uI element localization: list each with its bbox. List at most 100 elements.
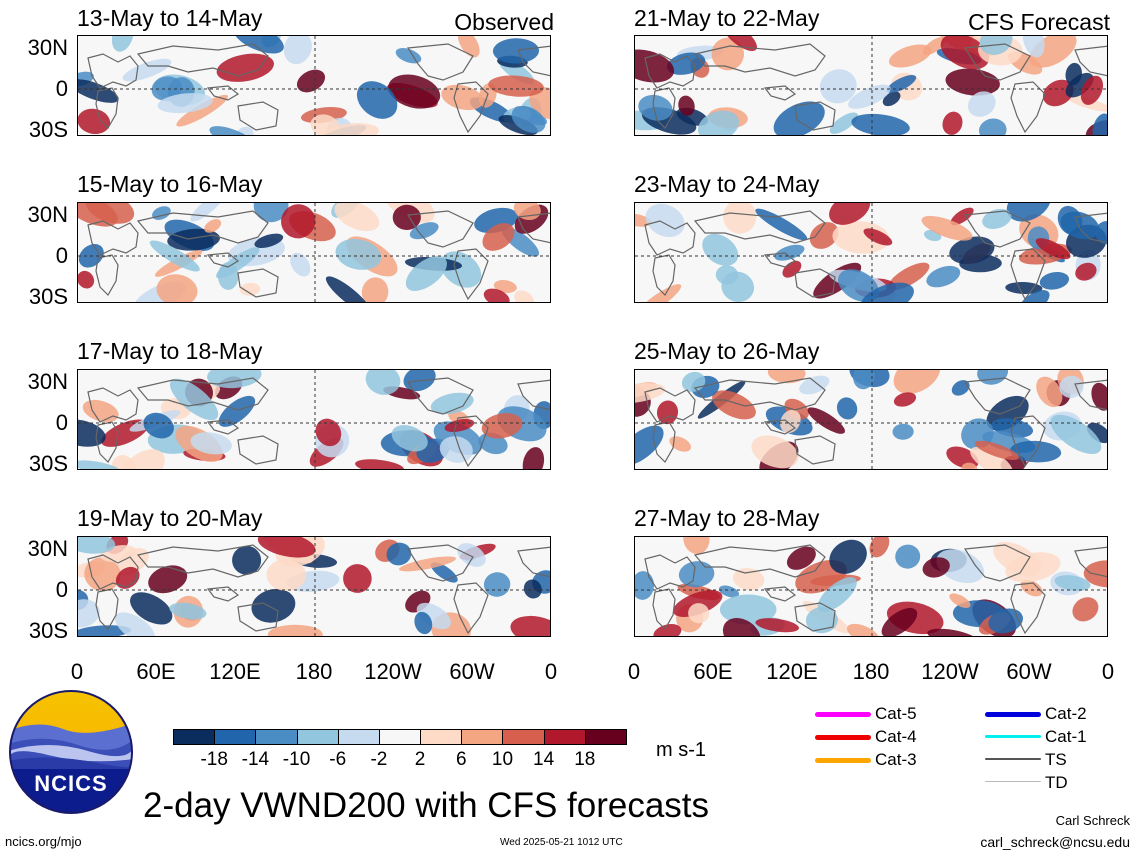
legend-label-cat4: Cat-4 — [875, 727, 917, 746]
anomaly-blob — [774, 244, 805, 261]
anomaly-blob — [529, 87, 550, 120]
anomaly-blob — [361, 277, 389, 302]
ylabel-0: 0 — [55, 577, 68, 602]
ylabel-30n: 30N — [27, 369, 68, 394]
anomaly-blob — [78, 79, 119, 103]
anomaly-blob — [251, 588, 296, 623]
coastline — [1010, 582, 1046, 635]
anomaly-blob — [216, 53, 274, 82]
site-link[interactable]: ncics.org/mjo — [5, 834, 82, 849]
coastline — [517, 212, 550, 244]
colorbar-swatch — [584, 729, 627, 745]
anomaly-blob — [829, 539, 867, 574]
anomaly-blob — [829, 203, 871, 225]
coastline — [794, 435, 836, 465]
anomaly-blob — [988, 608, 1023, 634]
anomaly-blob — [836, 397, 858, 420]
coastline — [693, 210, 826, 244]
map-panel — [77, 369, 551, 470]
anomaly-blob — [343, 564, 372, 593]
anomaly-blob — [721, 271, 755, 302]
xlabel-120e: 120E — [209, 659, 261, 684]
coastline — [644, 220, 696, 256]
anomaly-blob — [799, 375, 830, 395]
colorbar-swatch — [296, 729, 339, 745]
anomaly-blob — [156, 274, 198, 302]
coastline — [95, 254, 119, 296]
coastline — [406, 544, 474, 582]
xlabel-180: 180 — [852, 659, 890, 684]
coastline — [1074, 212, 1107, 244]
credit-email: carl_schreck@ncsu.edu — [980, 834, 1130, 850]
anomaly-blob — [510, 615, 550, 636]
map-panel — [77, 536, 551, 637]
panel-title-5: 17-May to 18-May — [77, 338, 263, 364]
coastline — [136, 544, 269, 578]
coastline — [963, 544, 1031, 582]
anomaly-blob — [190, 432, 232, 455]
colorbar-tick-label: 10 — [491, 749, 514, 770]
anomaly-blob — [702, 233, 739, 266]
map-panel — [77, 35, 551, 136]
xlabel-0-end: 0 — [544, 659, 558, 684]
anomaly-blob — [678, 95, 695, 116]
anomaly-blob — [1006, 203, 1051, 222]
coastline — [763, 419, 797, 435]
coastline — [963, 377, 1031, 415]
coastline — [406, 377, 474, 415]
legend-line-cat4 — [815, 735, 871, 740]
anomaly-blob — [1018, 290, 1050, 302]
logo-icon — [9, 690, 133, 814]
coastline — [517, 546, 550, 578]
xlabel-60e: 60E — [136, 659, 176, 684]
anomaly-blob — [111, 36, 134, 52]
anomaly-blob — [493, 280, 517, 293]
anomaly-blob — [892, 423, 914, 440]
coastline — [453, 81, 489, 134]
coastline — [87, 220, 139, 256]
legend-line-ts — [985, 758, 1041, 760]
colorbar-swatch — [461, 729, 504, 745]
xlabel-120w: 120W — [364, 659, 422, 684]
anomaly-blob — [979, 36, 1013, 56]
anomaly-blob — [403, 370, 436, 392]
anomaly-blob — [1095, 221, 1107, 245]
anomaly-blob — [439, 436, 473, 463]
anomaly-blob — [1039, 271, 1070, 290]
anomaly-blob — [949, 236, 995, 265]
colorbar-swatch — [173, 729, 216, 745]
anomaly-blob — [1060, 211, 1100, 240]
anomaly-blob — [1092, 113, 1107, 135]
anomaly-blob — [457, 36, 480, 58]
anomaly-blob — [767, 370, 806, 384]
anomaly-blob — [386, 542, 412, 566]
coastline — [763, 85, 797, 101]
colorbar-swatch — [214, 729, 257, 745]
colorbar-tick-label: -2 — [370, 749, 388, 770]
coastline — [963, 210, 1031, 248]
xlabel-180: 180 — [295, 659, 333, 684]
panel-title-3: 15-May to 16-May — [77, 171, 263, 197]
coastline — [644, 387, 696, 423]
anomaly-blob — [974, 440, 1019, 460]
coastline — [406, 43, 474, 81]
legend-line-cat1 — [985, 735, 1041, 738]
anomaly-blob — [267, 624, 323, 636]
anomaly-blob — [895, 544, 921, 569]
anomaly-blob — [388, 74, 441, 109]
anomaly-blob — [409, 222, 439, 240]
anomaly-blob — [1072, 597, 1099, 622]
anomaly-blob — [209, 126, 254, 135]
anomaly-blob — [666, 52, 706, 75]
storm-legend: Cat-5 Cat-2 Cat-4 Cat-1 Cat-3 TS TD — [815, 704, 1115, 794]
anomaly-blob — [1022, 36, 1045, 58]
anomaly-blob — [488, 75, 544, 97]
wind-anomaly-field — [635, 203, 1107, 302]
anomaly-blob — [712, 390, 756, 420]
anomaly-blob — [399, 556, 456, 572]
map-panel — [634, 369, 1108, 470]
credit-name: Carl Schreck — [1055, 813, 1130, 828]
panel-tag-forecast: CFS Forecast — [968, 9, 1110, 35]
anomaly-blob — [266, 559, 307, 592]
map-panel — [634, 536, 1108, 637]
